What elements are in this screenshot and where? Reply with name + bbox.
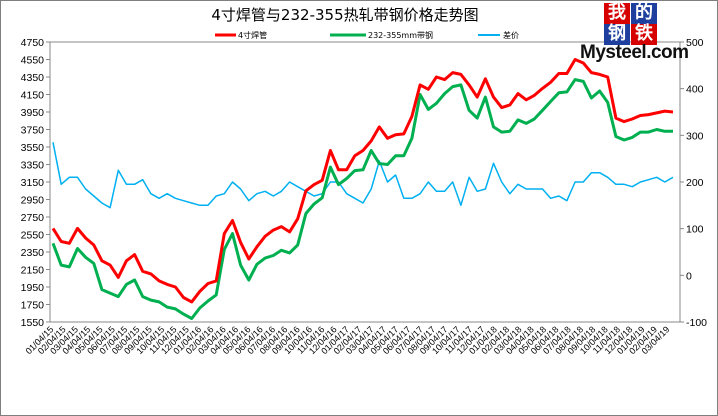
y-axis-right: 500 400 300 200 100 0 -100 <box>680 37 707 329</box>
series-line-strip <box>51 78 673 320</box>
y-left-tick-label: 2750 <box>21 212 45 224</box>
y-axis-left: 4750 4550 4350 4150 3950 3750 3550 3350 3150 2950… <box>21 37 50 329</box>
y-left-tick-label: 2150 <box>21 265 45 277</box>
y-right-tick-label: 200 <box>686 177 704 189</box>
y-left-tick-label: 3550 <box>21 142 45 154</box>
series-line-spread <box>52 142 674 209</box>
y-left-tick-label: 4750 <box>21 37 45 49</box>
legend-label-pipe: 4寸焊管 <box>238 30 267 40</box>
y-left-tick-label: 1750 <box>21 300 45 312</box>
logo-char-4: 铁 <box>631 24 657 45</box>
legend-label-spread: 差价 <box>503 30 519 40</box>
y-left-tick-label: 4150 <box>21 90 45 102</box>
logo-text: Mysteel.com <box>580 42 689 63</box>
y-right-tick-label: 400 <box>686 84 704 96</box>
y-left-tick-label: 3750 <box>21 125 45 137</box>
logo-char-3: 钢 <box>604 24 630 45</box>
legend: 4寸焊管 232-355mm带钢 差价 <box>215 30 519 40</box>
y-right-tick-label: 500 <box>686 37 704 49</box>
x-axis: 01/04/1502/04/1503/04/1504/04/1505/04/15… <box>24 324 672 356</box>
y-right-tick-label: 0 <box>686 270 692 282</box>
y-left-tick-label: 2950 <box>21 195 45 207</box>
y-left-tick-label: 1950 <box>21 282 45 294</box>
series-line-pipe <box>51 58 674 304</box>
y-left-tick-label: 3150 <box>21 177 45 189</box>
y-left-tick-label: 3950 <box>21 107 45 119</box>
chart-title: 4寸焊管与232-355热轧带钢价格走势图 <box>211 6 478 24</box>
mysteel-logo: 我 的 钢 铁 Mysteel.com <box>576 2 689 64</box>
y-left-tick-label: 2350 <box>21 247 45 259</box>
y-left-tick-label: 2550 <box>21 230 45 242</box>
legend-label-strip: 232-355mm带钢 <box>368 30 433 40</box>
y-right-tick-label: -100 <box>686 317 707 329</box>
y-left-tick-label: 1550 <box>21 317 45 329</box>
y-left-tick-label: 4350 <box>21 72 45 84</box>
y-left-tick-label: 3350 <box>21 160 45 172</box>
logo-char-2: 的 <box>631 3 657 24</box>
logo-char-1: 我 <box>604 3 630 24</box>
y-right-tick-label: 100 <box>686 224 704 236</box>
y-left-tick-label: 4550 <box>21 55 45 67</box>
series-group <box>51 58 674 320</box>
y-right-tick-label: 300 <box>686 130 704 142</box>
